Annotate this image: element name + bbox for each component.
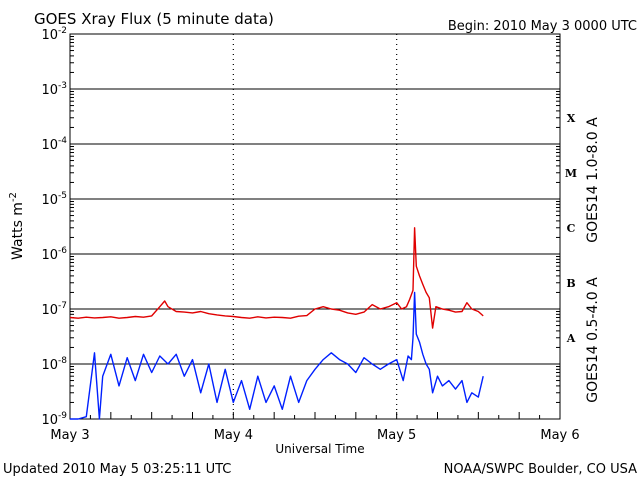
x-axis-ticks: May 3 May 4 May 5 May 6 (50, 412, 580, 443)
y-axis-label-text: Watts m (10, 202, 26, 260)
vertical-grid (232, 34, 398, 419)
legend-series-short: GOES14 0.5-4.0 A (585, 277, 601, 403)
x-axis-label: Universal Time (275, 442, 364, 456)
series-line-0 (69, 227, 484, 329)
y-tick-label: 10-5 (41, 191, 67, 208)
series-line-1 (70, 291, 484, 420)
flare-class-a: A (566, 332, 576, 345)
updated-timestamp: Updated 2010 May 5 03:25:11 UTC (3, 462, 231, 477)
y-tick-label: 10-3 (41, 81, 67, 98)
legend-series-long: GOES14 1.0-8.0 A (585, 117, 601, 243)
y-tick-label: 10-8 (41, 356, 67, 373)
x-tick-label: May 3 (50, 428, 89, 443)
chart-title: GOES Xray Flux (5 minute data) (34, 10, 274, 28)
plot-frame (69, 33, 561, 420)
flare-class-c: C (567, 222, 576, 235)
flare-class-labels: X M C B A (565, 112, 577, 345)
credit-text: NOAA/SWPC Boulder, CO USA (444, 462, 637, 477)
y-tick-label: 10-4 (41, 136, 67, 153)
y-axis-label-exponent: -2 (8, 192, 19, 202)
horizontal-grid (70, 88, 560, 365)
y-axis-label: Watts m-2 (8, 192, 26, 260)
y-tick-label: 10-9 (41, 411, 67, 428)
x-tick-label: May 6 (540, 428, 579, 443)
flare-class-m: M (565, 167, 577, 180)
x-tick-label: May 4 (214, 428, 253, 443)
x-tick-label: May 5 (377, 428, 416, 443)
flare-class-x: X (567, 112, 576, 125)
flare-class-b: B (566, 277, 575, 290)
begin-time: Begin: 2010 May 3 0000 UTC (448, 19, 637, 34)
y-tick-label: 10-6 (41, 246, 67, 263)
y-tick-label: 10-2 (41, 26, 67, 43)
y-axis-ticks: 10-2 10-3 10-4 10-5 10-6 10-7 10-8 10-9 (41, 26, 560, 428)
y-tick-label: 10-7 (41, 301, 67, 318)
series-lines (69, 227, 484, 420)
